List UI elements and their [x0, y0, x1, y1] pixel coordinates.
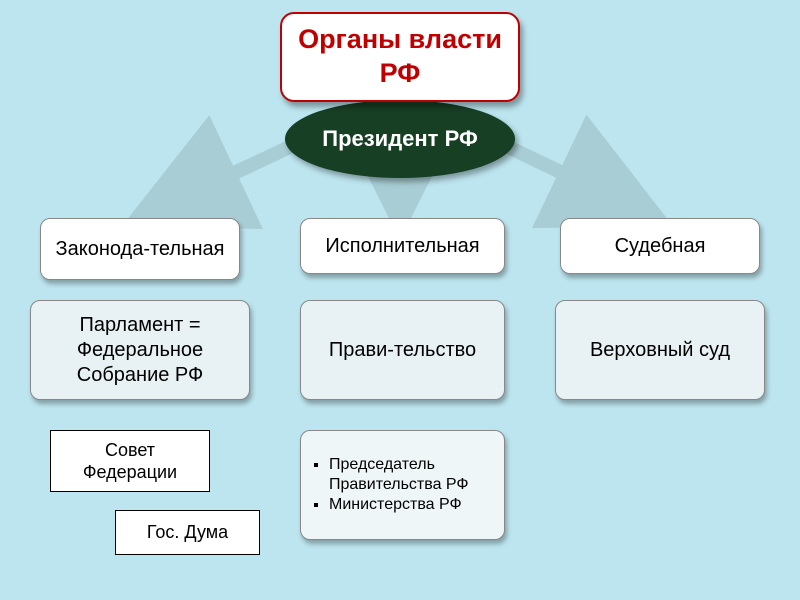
diagram-canvas: Президент РФ Органы власти РФ Законода-т…: [0, 0, 800, 600]
president-node: Президент РФ: [285, 100, 515, 178]
branch-legislative: Законода-тельная: [40, 218, 240, 280]
gov-bullet-1: Председатель Правительства РФ: [329, 455, 494, 495]
entity-government-label: Прави-тельство: [329, 338, 476, 363]
sub-sovfed-label: Совет Федерации: [61, 439, 199, 484]
branch-judicial: Судебная: [560, 218, 760, 274]
president-label: Президент РФ: [322, 125, 477, 153]
entity-government: Прави-тельство: [300, 300, 505, 400]
entity-parliament: Парламент = Федеральное Собрание РФ: [30, 300, 250, 400]
sub-duma-label: Гос. Дума: [147, 521, 228, 544]
entity-parliament-label: Парламент = Федеральное Собрание РФ: [41, 313, 239, 388]
entity-supreme-label: Верховный суд: [590, 338, 730, 363]
top-node: Органы власти РФ: [280, 12, 520, 102]
sub-duma: Гос. Дума: [115, 510, 260, 555]
branch-judicial-label: Судебная: [615, 234, 706, 259]
branch-executive-label: Исполнительная: [325, 234, 479, 259]
gov-bullets: Председатель Правительства РФ Министерст…: [300, 430, 505, 540]
sub-sovfed: Совет Федерации: [50, 430, 210, 492]
branch-executive: Исполнительная: [300, 218, 505, 274]
entity-supreme-court: Верховный суд: [555, 300, 765, 400]
branch-legislative-label: Законода-тельная: [56, 237, 225, 262]
top-label: Органы власти РФ: [292, 23, 508, 91]
gov-bullet-2: Министерства РФ: [329, 495, 494, 515]
